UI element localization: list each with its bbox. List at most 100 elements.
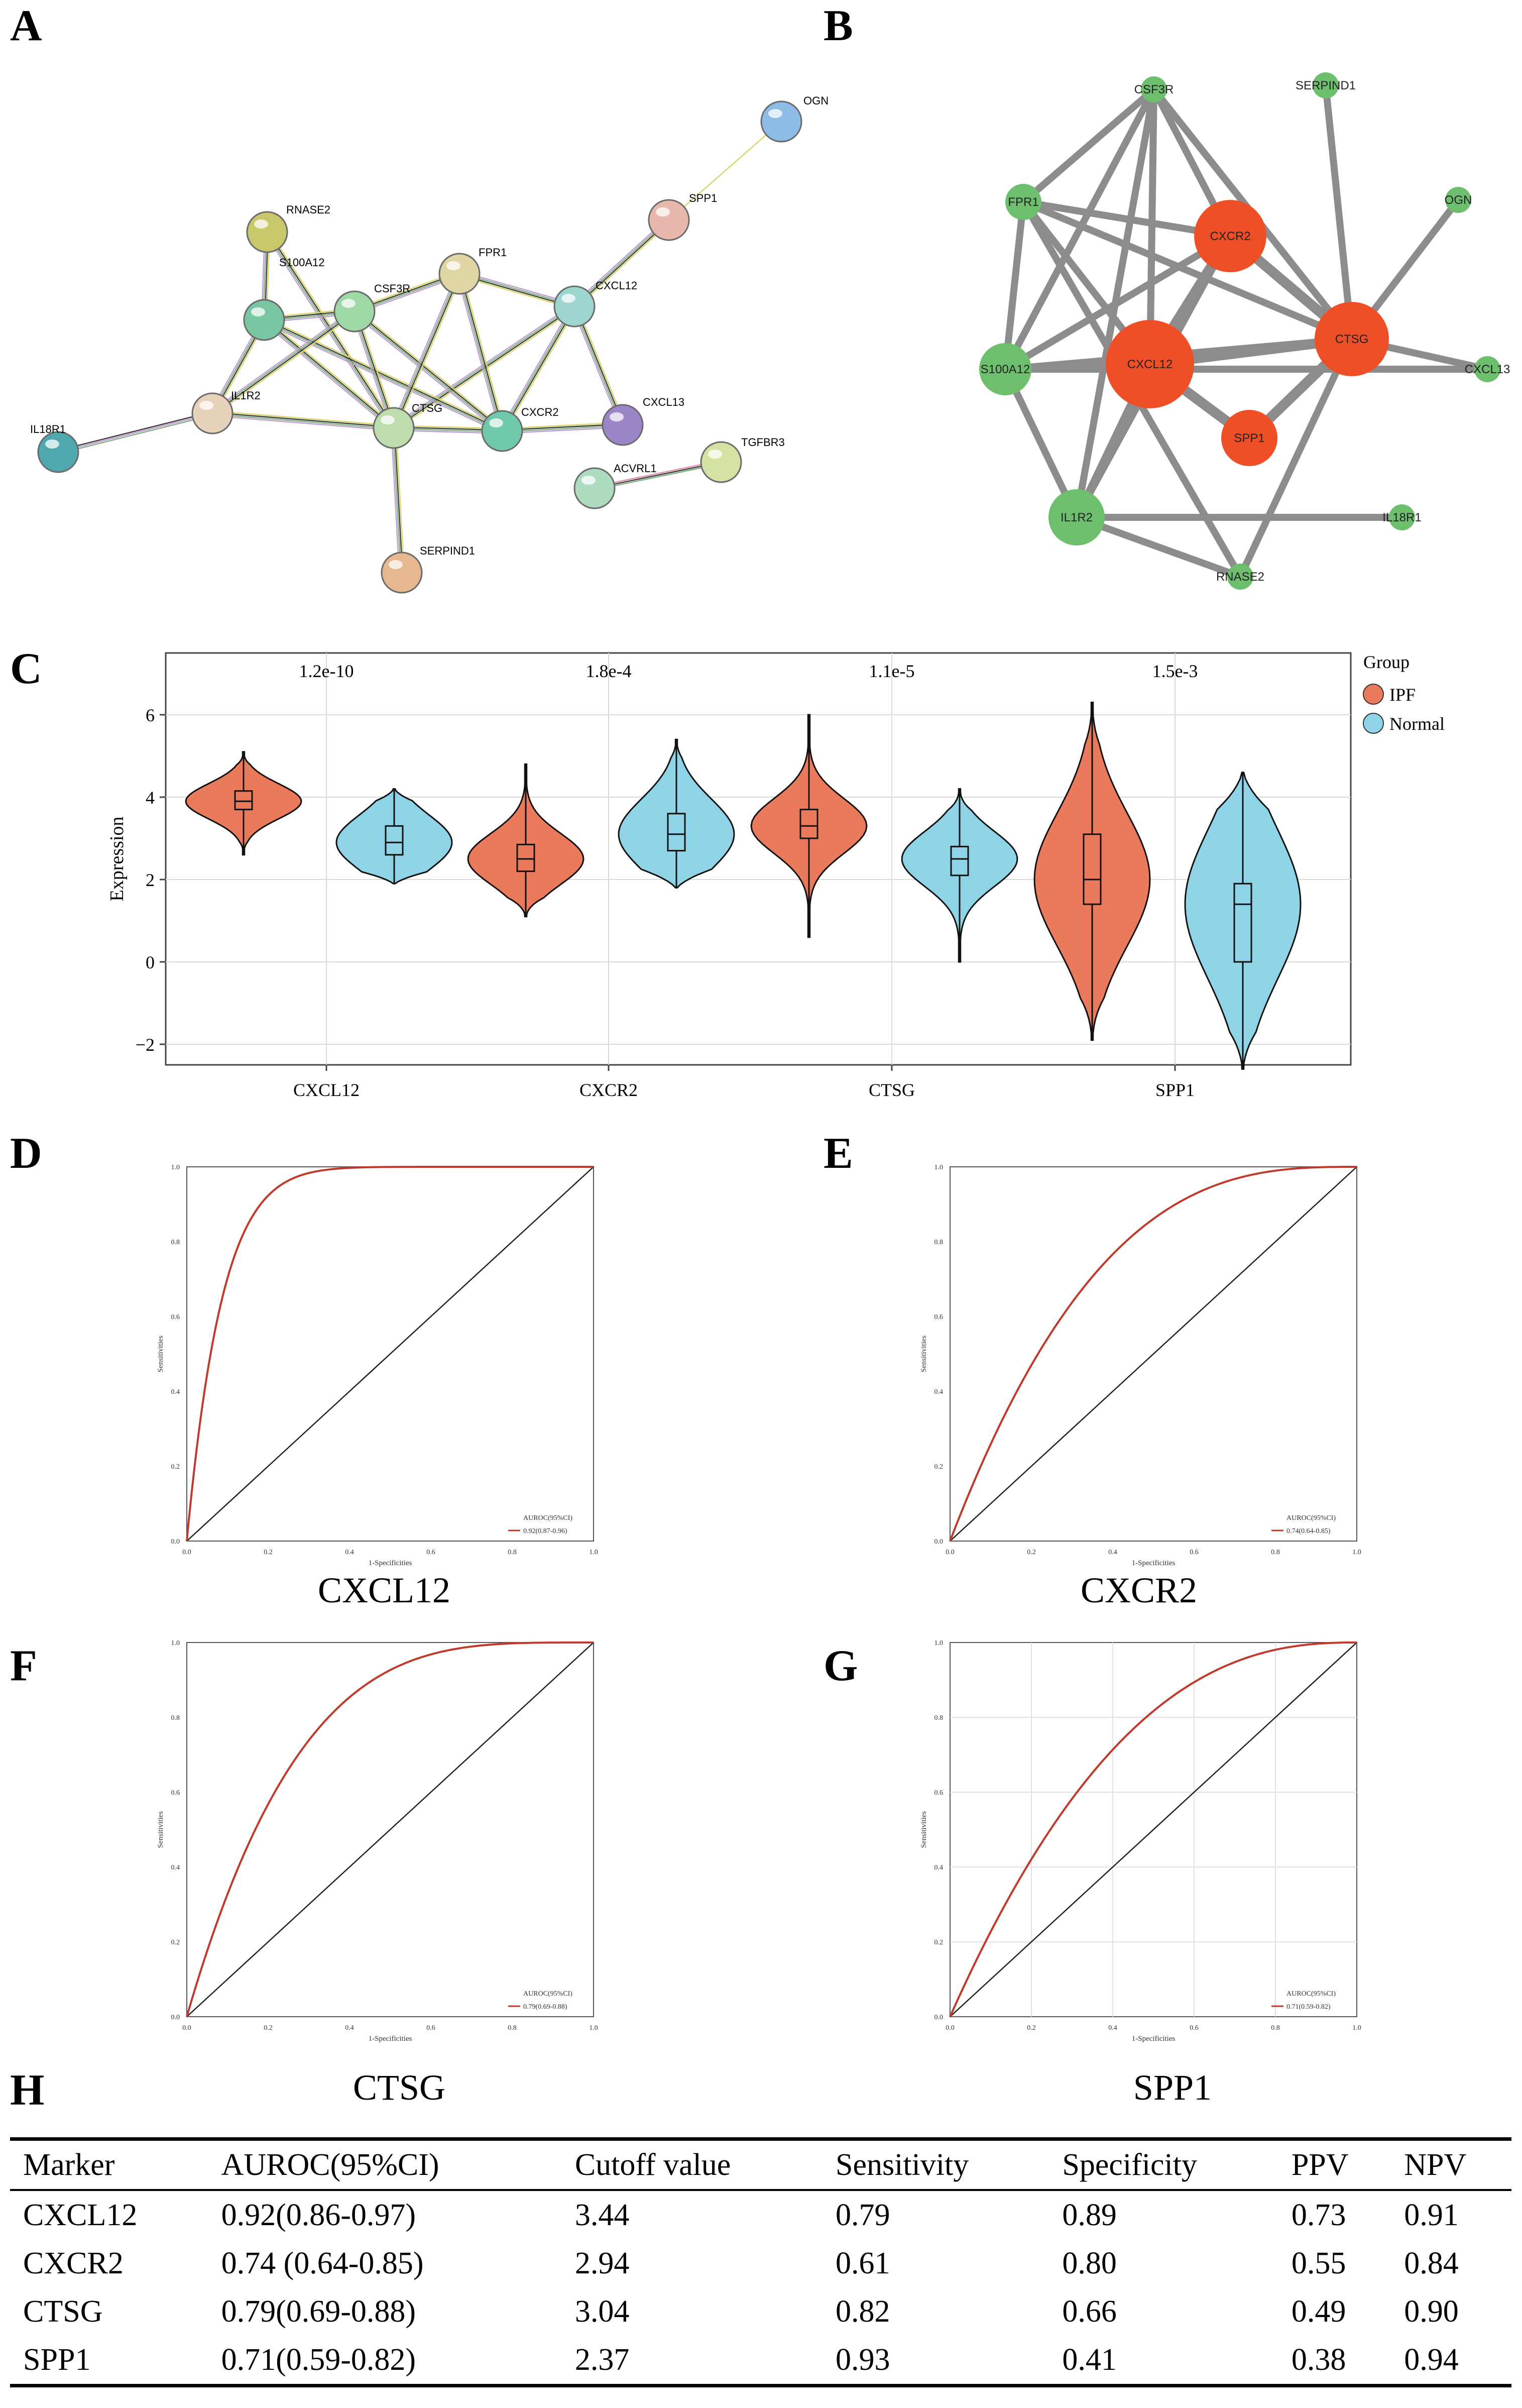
roc-y-tick-label: 1.0 bbox=[934, 1639, 944, 1647]
roc-y-tick-label: 0.0 bbox=[171, 1538, 180, 1546]
node-highlight bbox=[561, 294, 575, 303]
network-edge-s100a12-ctsg bbox=[262, 321, 393, 430]
roc-legend-title: AUROC(95%CI) bbox=[523, 1514, 572, 1522]
roc-caption-gene-name: CTSG bbox=[353, 2067, 445, 2108]
roc-x-tick-label: 0.8 bbox=[1271, 1549, 1280, 1556]
roc-legend-value: 0.74(0.64-0.85) bbox=[1286, 1527, 1331, 1535]
network-edge-il1r2-il18r1 bbox=[58, 412, 213, 453]
network-node-label: SERPIND1 bbox=[420, 544, 475, 557]
network-node-cxcl13 bbox=[1474, 356, 1500, 382]
network-node-label: FPR1 bbox=[1008, 195, 1038, 209]
roc-y-tick-label: 0.0 bbox=[171, 2014, 180, 2021]
roc-y-tick-label: 0.2 bbox=[934, 1939, 944, 1946]
network-node-label: CTSG bbox=[1335, 333, 1369, 346]
roc-diagonal-reference bbox=[950, 1642, 1357, 2017]
table-cell: CXCL12 bbox=[23, 2198, 138, 2232]
node-highlight bbox=[768, 109, 782, 118]
roc-curve bbox=[186, 1641, 594, 2017]
table-cell: 0.49 bbox=[1291, 2294, 1346, 2329]
node-highlight bbox=[45, 440, 59, 449]
roc-x-tick-label: 0.0 bbox=[182, 1549, 191, 1556]
roc-frame bbox=[950, 1166, 1357, 1542]
network-node-acvrl1 bbox=[573, 467, 616, 509]
roc-y-tick-label: 0.6 bbox=[934, 1314, 944, 1321]
network-node-ogn bbox=[1445, 187, 1471, 213]
network-node-cxcl12 bbox=[1106, 320, 1194, 408]
network-edge-fpr1-ctsg bbox=[394, 274, 461, 429]
roc-x-tick-label: 0.6 bbox=[426, 2024, 435, 2032]
network-edge-serpind1-ctsg bbox=[1322, 85, 1355, 340]
network-node-label: SPP1 bbox=[689, 192, 717, 204]
roc-y-tick-label: 1.0 bbox=[934, 1164, 944, 1171]
roc-x-tick-label: 0.8 bbox=[1271, 2024, 1280, 2032]
network-edge-il1r2-ctsg bbox=[212, 415, 394, 431]
roc-x-tick-label: 0.6 bbox=[426, 1549, 435, 1556]
table-cell: 0.61 bbox=[836, 2246, 890, 2280]
network-edge-il1r2-il18r1 bbox=[57, 411, 212, 452]
table-cell: 0.82 bbox=[836, 2294, 890, 2329]
table-cell: 0.84 bbox=[1404, 2246, 1459, 2280]
network-node-label: S100A12 bbox=[981, 363, 1030, 376]
network-edge-csf3r-cxcr2 bbox=[355, 310, 503, 431]
network-edge-ctsg-rnase2 bbox=[1237, 338, 1355, 578]
table-cell: 0.66 bbox=[1062, 2294, 1117, 2329]
table-cell: 0.41 bbox=[1062, 2342, 1117, 2377]
network-node-s100a12 bbox=[979, 343, 1031, 395]
panel-label-a: A bbox=[10, 2, 42, 50]
network-node-fpr1 bbox=[438, 253, 481, 295]
network-edge-s100a12-cxcr2 bbox=[263, 320, 502, 432]
roc-caption-gene-name: CXCL12 bbox=[318, 1570, 450, 1610]
roc-y-tick-label: 0.2 bbox=[171, 1463, 180, 1471]
network-edge-ctsg-serpind1 bbox=[392, 428, 402, 573]
network-edge-cxcl12-cxcr2 bbox=[502, 306, 576, 432]
network-edge-s100a12-ctsg bbox=[265, 317, 396, 427]
network-node-il18r1 bbox=[37, 431, 79, 473]
roc-y-tick-label: 0.2 bbox=[171, 1939, 180, 1946]
roc-x-tick-label: 1.0 bbox=[1352, 2024, 1361, 2032]
network-node-label: IL1R2 bbox=[231, 389, 261, 402]
roc-panel-ctsg: 0.00.0 0.2 0.2 0.4 0.4 0.6 0.6 0.8 0.8 1.0 1.0 1-Sp… bbox=[157, 1639, 598, 2108]
network-node-spp1 bbox=[1221, 410, 1277, 466]
network-node-label: TGFBR3 bbox=[741, 436, 785, 449]
roc-y-tick-label: 0.4 bbox=[934, 1864, 944, 1872]
table-cell: 0.73 bbox=[1291, 2198, 1346, 2232]
node-highlight bbox=[381, 415, 395, 424]
network-node-label: S100A12 bbox=[279, 256, 325, 269]
network-node-label: CTSG bbox=[412, 402, 442, 414]
network-edge-s100a12-cxcr2 bbox=[263, 321, 502, 434]
roc-curve bbox=[949, 1641, 1357, 2017]
network-edge-csf3r-s100a12 bbox=[1002, 87, 1157, 371]
network-edge-fpr1-ctsg bbox=[1022, 198, 1353, 343]
network-node-ogn bbox=[760, 100, 802, 143]
network-node-serpind1 bbox=[1313, 72, 1339, 98]
network-node-il1r2 bbox=[1048, 489, 1105, 545]
roc-y-tick-label: 0.4 bbox=[171, 1864, 180, 1872]
network-node-cxcl12 bbox=[553, 285, 596, 327]
roc-x-tick-label: 1.0 bbox=[589, 1549, 598, 1556]
network-edge-fpr1-ctsg bbox=[395, 274, 462, 429]
network-edge-cxcl12-cxcl13 bbox=[574, 305, 624, 425]
roc-legend-value: 0.92(0.87-0.96) bbox=[523, 1527, 567, 1535]
table-cell: 3.44 bbox=[574, 2198, 630, 2232]
box-normal-cxcl12 bbox=[385, 825, 404, 856]
network-node-spp1 bbox=[648, 199, 690, 241]
roc-x-tick-label: 0.2 bbox=[1027, 1549, 1036, 1556]
network-node-label: CXCL13 bbox=[1465, 363, 1510, 376]
table-cell: 0.89 bbox=[1062, 2198, 1117, 2232]
network-node-cxcl13 bbox=[602, 404, 644, 446]
network-node-rnase2 bbox=[1227, 564, 1253, 590]
roc-x-tick-label: 0.2 bbox=[264, 1549, 273, 1556]
x-tick-label: CXCL12 bbox=[293, 1080, 360, 1100]
node-highlight bbox=[254, 220, 268, 229]
network-edge-spp1-cxcl12 bbox=[572, 217, 668, 305]
network-edge-csf3r-il1r2 bbox=[211, 310, 355, 413]
col-auroc: AUROC(95%CI) bbox=[221, 2147, 439, 2182]
roc-x-tick-label: 0.4 bbox=[345, 2024, 354, 2032]
table-row: CTSG 0.79(0.69-0.88) 3.04 0.82 0.66 0.49… bbox=[10, 2287, 1511, 2336]
table-row: SPP1 0.71(0.59-0.82) 2.37 0.93 0.41 0.38… bbox=[10, 2336, 1511, 2386]
roc-x-tick-label: 0.8 bbox=[508, 2024, 517, 2032]
roc-x-axis-title: 1-Specificities bbox=[1132, 1559, 1176, 1567]
roc-diagonal-reference bbox=[950, 1166, 1357, 1542]
network-edge-csf3r-cxcr2 bbox=[354, 311, 502, 432]
network-edge-cxcl12-cxcr2 bbox=[504, 307, 577, 433]
